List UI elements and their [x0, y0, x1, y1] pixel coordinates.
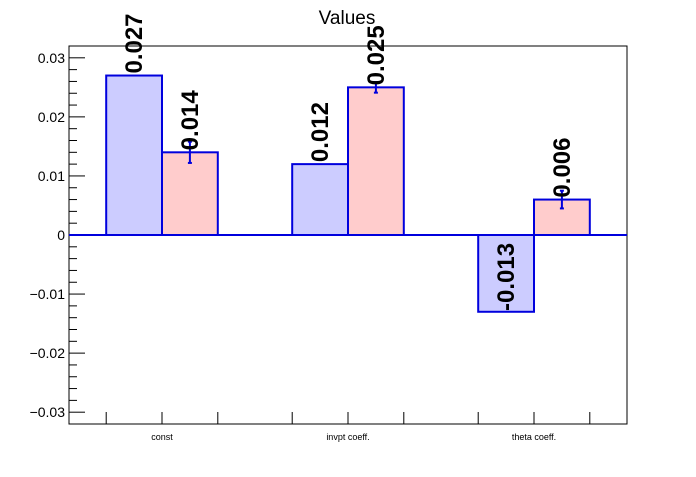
y-tick-label: −0.01	[30, 286, 66, 302]
y-tick-label: −0.02	[30, 345, 66, 361]
bar-value-label: 0.006	[549, 138, 576, 198]
bar-value-label: 0.012	[307, 102, 334, 162]
bar-series	[69, 74, 627, 313]
bar-value-labels: 0.027 0.012 -0.013 0.014 0.025 0.006	[121, 13, 576, 311]
bar	[105, 74, 163, 236]
y-tick-label: 0	[57, 227, 65, 243]
x-category-label: theta coeff.	[512, 432, 556, 442]
x-category-label: invpt coeff.	[326, 432, 369, 442]
bar-value-label: -0.013	[493, 243, 520, 311]
bar-value-label: 0.025	[363, 25, 390, 85]
bar-value-label: 0.014	[177, 90, 204, 151]
y-axis: −0.03 −0.02 −0.01 0 0.01 0.02 0.03	[30, 45, 85, 425]
bar-value-label: 0.027	[121, 13, 148, 73]
x-category-label: const	[151, 432, 173, 442]
y-tick-label: 0.03	[38, 50, 65, 66]
y-tick-label: −0.03	[30, 404, 66, 420]
chart-title: Values	[319, 8, 376, 29]
bar	[161, 151, 219, 236]
y-tick-label: 0.01	[38, 168, 65, 184]
bar	[347, 86, 405, 236]
x-axis: const invpt coeff. theta coeff.	[105, 412, 591, 442]
bar	[291, 163, 350, 236]
y-tick-label: 0.02	[38, 109, 65, 125]
bar	[477, 234, 536, 313]
